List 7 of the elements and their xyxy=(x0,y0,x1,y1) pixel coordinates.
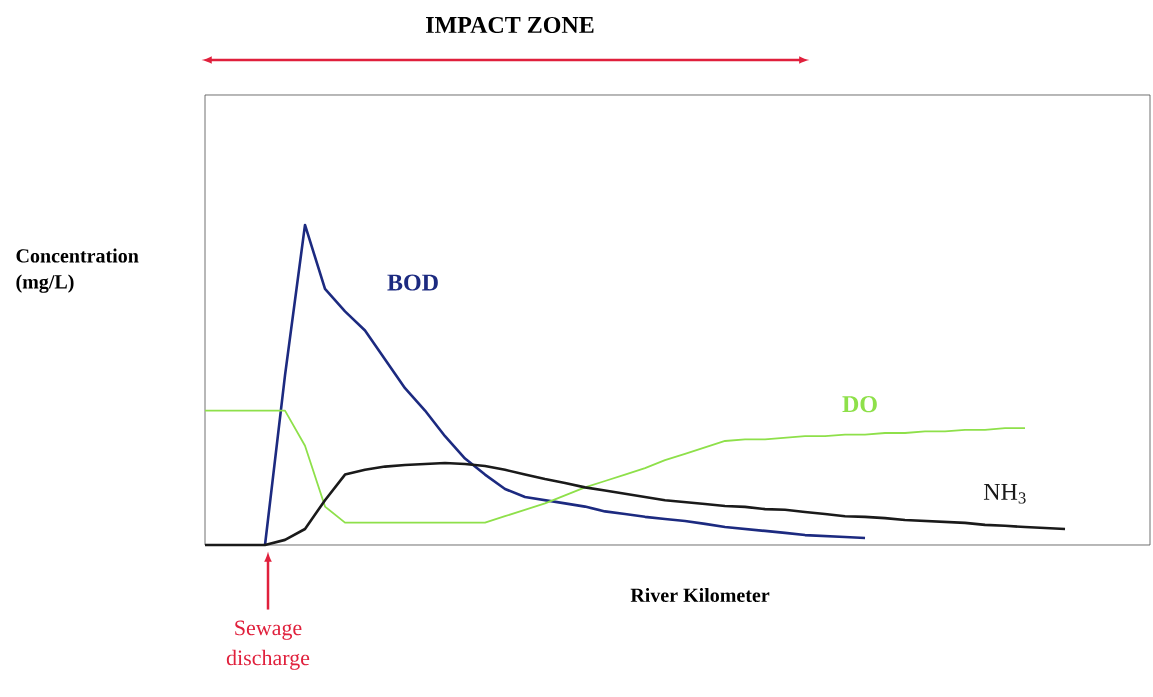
y-axis-title: Concentration (mg/L) xyxy=(16,248,139,293)
x-axis-title: River Kilometer xyxy=(630,587,770,603)
series-label: BOD xyxy=(387,274,438,291)
series-label: DO xyxy=(842,396,877,413)
text: IMPACT ZONE xyxy=(426,16,594,34)
series-label: NH$_{3}$ xyxy=(983,483,1026,504)
text: Sewage discharge xyxy=(226,620,310,670)
